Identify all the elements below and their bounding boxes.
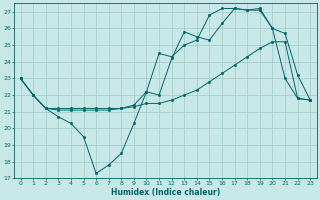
X-axis label: Humidex (Indice chaleur): Humidex (Indice chaleur) (111, 188, 220, 197)
